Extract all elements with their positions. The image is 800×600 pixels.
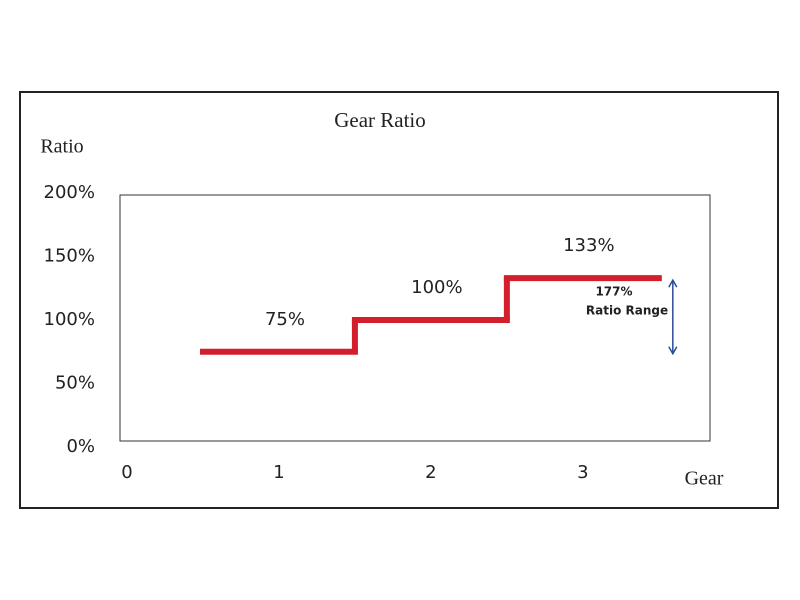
y-tick-label: 150% bbox=[44, 246, 95, 267]
chart-title: Gear Ratio bbox=[334, 108, 426, 132]
x-tick-label: 3 bbox=[577, 462, 588, 483]
x-axis-label: Gear bbox=[685, 468, 724, 490]
x-tick-label: 1 bbox=[273, 462, 284, 483]
y-tick-label: 200% bbox=[44, 182, 95, 203]
x-tick-label: 2 bbox=[425, 462, 436, 483]
y-tick-label: 50% bbox=[55, 373, 95, 394]
annotation: 177% bbox=[595, 285, 632, 299]
annotation: Ratio Range bbox=[586, 304, 668, 318]
y-tick-label: 100% bbox=[44, 309, 95, 330]
data-label: 75% bbox=[265, 309, 305, 330]
arrow-head bbox=[668, 278, 678, 288]
data-label: 133% bbox=[563, 235, 614, 256]
y-tick-label: 0% bbox=[66, 436, 95, 457]
arrow-head bbox=[668, 346, 678, 356]
x-tick-label: 0 bbox=[121, 462, 132, 483]
y-axis-label: Ratio bbox=[40, 136, 83, 158]
data-label: 100% bbox=[411, 277, 462, 298]
